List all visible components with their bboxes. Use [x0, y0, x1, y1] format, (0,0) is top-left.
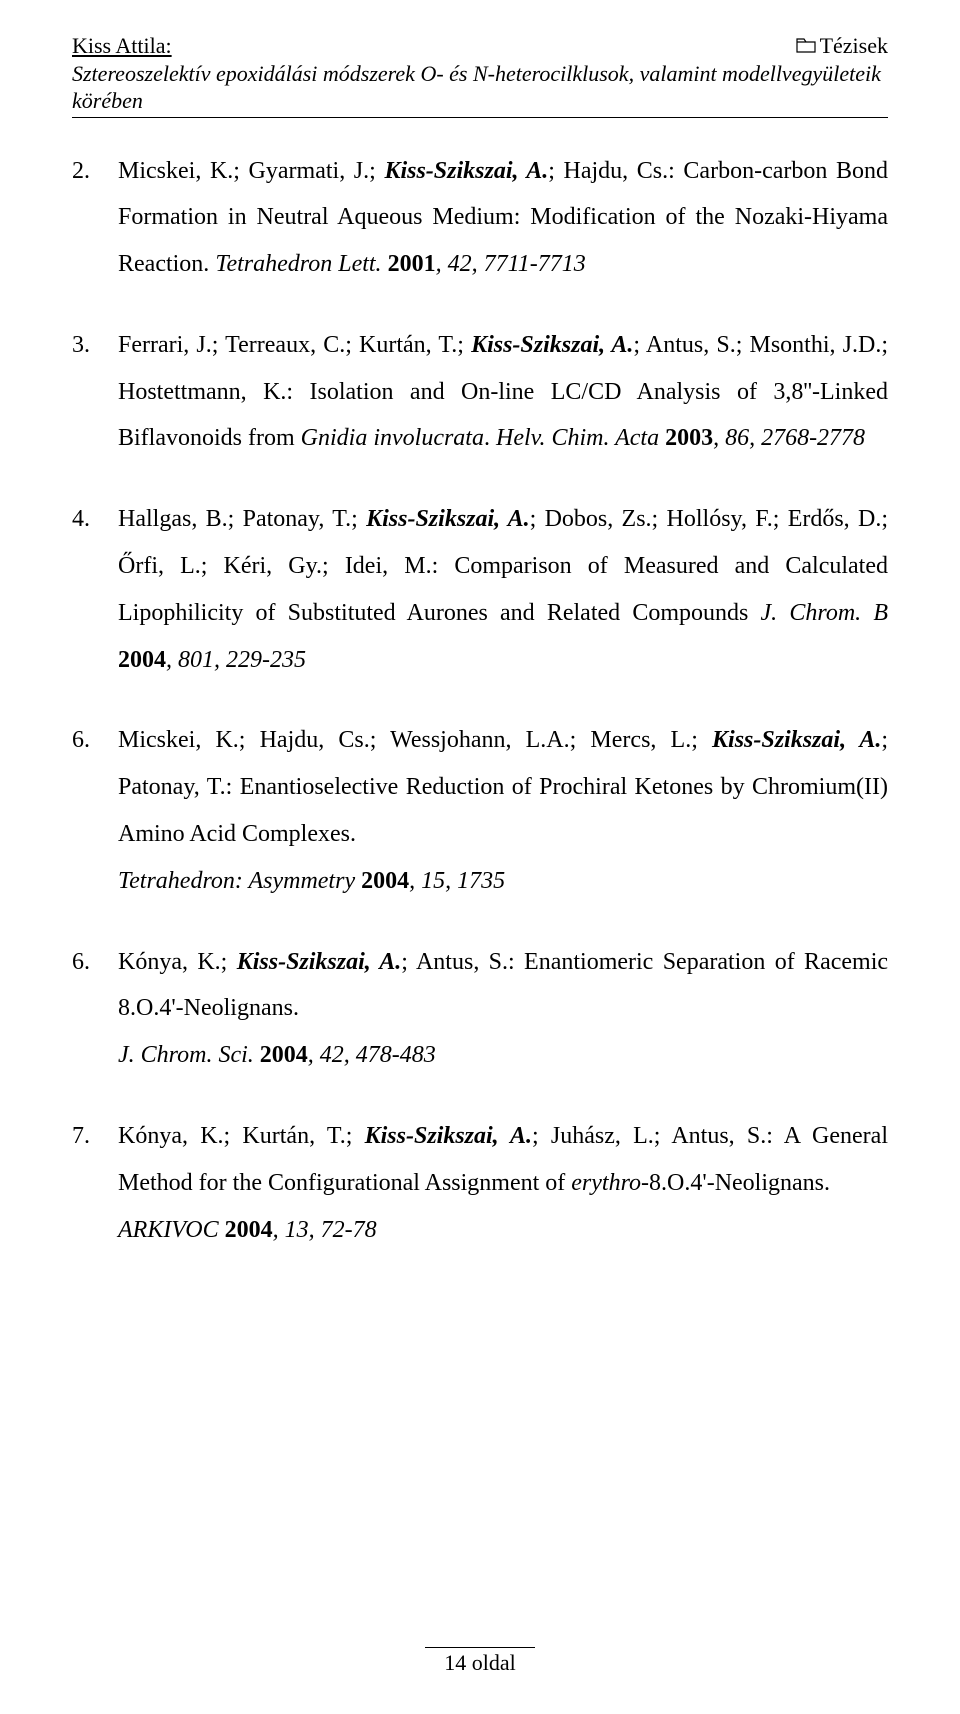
ref-year: 2004: [260, 1042, 308, 1068]
header-top-row: Kiss Attila: Tézisek: [72, 32, 888, 60]
ref-authors-pre: Micskei, K.; Hajdu, Cs.; Wessjohann, L.A…: [118, 727, 712, 753]
ref-loc: , 42, 7711-7713: [436, 251, 586, 277]
ref-journal: J. Chrom. B: [761, 600, 888, 626]
header-author: Kiss Attila:: [72, 32, 172, 60]
ref-highlight-author: Kiss-Szikszai, A.: [237, 949, 402, 975]
ref-loc: , 801, 229-235: [166, 647, 306, 673]
ref-title-italic: Gnidia involucrata: [301, 425, 484, 451]
footer-rule: [425, 1647, 535, 1648]
ref-loc: , 42, 478-483: [308, 1042, 436, 1068]
ref-body: Kónya, K.; Kurtán, T.; Kiss-Szikszai, A.…: [118, 1113, 888, 1253]
ref-highlight-author: Kiss-Szikszai, A.: [712, 727, 881, 753]
ref-year: 2004: [225, 1217, 273, 1243]
ref-highlight-author: Kiss-Szikszai, A.: [365, 1123, 532, 1149]
ref-journal: Tetrahedron: Asymmetry: [118, 868, 361, 894]
ref-journal: Helv. Chim. Acta: [496, 425, 665, 451]
ref-body: Micskei, K.; Hajdu, Cs.; Wessjohann, L.A…: [118, 717, 888, 904]
ref-number: 6.: [72, 939, 118, 1079]
reference-item: 6. Micskei, K.; Hajdu, Cs.; Wessjohann, …: [72, 717, 888, 904]
ref-year: 2001: [388, 251, 436, 277]
reference-item: 4. Hallgas, B.; Patonay, T.; Kiss-Sziksz…: [72, 496, 888, 683]
reference-item: 6. Kónya, K.; Kiss-Szikszai, A.; Antus, …: [72, 939, 888, 1079]
header-topic-text: Tézisek: [820, 32, 888, 60]
ref-year: 2004: [361, 868, 409, 894]
ref-body: Ferrari, J.; Terreaux, C.; Kurtán, T.; K…: [118, 322, 888, 462]
ref-body: Micskei, K.; Gyarmati, J.; Kiss-Szikszai…: [118, 148, 888, 288]
ref-number: 7.: [72, 1113, 118, 1253]
ref-authors-pre: Kónya, K.;: [118, 949, 237, 975]
ref-loc: , 13, 72-78: [273, 1217, 377, 1243]
ref-year: 2003: [665, 425, 713, 451]
reference-item: 7. Kónya, K.; Kurtán, T.; Kiss-Szikszai,…: [72, 1113, 888, 1253]
ref-post-title: .: [484, 425, 496, 451]
ref-body: Kónya, K.; Kiss-Szikszai, A.; Antus, S.:…: [118, 939, 888, 1079]
ref-journal: Tetrahedron Lett.: [215, 251, 387, 277]
ref-journal: J. Chrom. Sci.: [118, 1042, 260, 1068]
ref-authors-pre: Micskei, K.; Gyarmati, J.;: [118, 158, 384, 184]
folder-icon: [796, 32, 816, 60]
header-subtitle: Sztereoszelektív epoxidálási módszerek O…: [72, 60, 888, 115]
ref-authors-pre: Ferrari, J.; Terreaux, C.; Kurtán, T.;: [118, 332, 471, 358]
running-header: Kiss Attila: Tézisek Sztereoszelektív ep…: [72, 32, 888, 118]
ref-post-title: -8.O.4'-Neolignans.: [641, 1170, 830, 1196]
ref-year: 2004: [118, 647, 166, 673]
ref-loc: , 15, 1735: [409, 868, 505, 894]
ref-body: Hallgas, B.; Patonay, T.; Kiss-Szikszai,…: [118, 496, 888, 683]
ref-journal: ARKIVOC: [118, 1217, 225, 1243]
ref-authors-pre: Hallgas, B.; Patonay, T.;: [118, 506, 366, 532]
ref-highlight-author: Kiss-Szikszai, A.: [471, 332, 633, 358]
ref-highlight-author: Kiss-Szikszai, A.: [384, 158, 548, 184]
ref-loc: , 86, 2768-2778: [713, 425, 865, 451]
ref-number: 3.: [72, 322, 118, 462]
ref-highlight-author: Kiss-Szikszai, A.: [366, 506, 529, 532]
ref-authors-pre: Kónya, K.; Kurtán, T.;: [118, 1123, 365, 1149]
page-footer: 14 oldal: [0, 1647, 960, 1676]
ref-title-italic: erythro: [571, 1170, 641, 1196]
reference-list: 2. Micskei, K.; Gyarmati, J.; Kiss-Sziks…: [72, 148, 888, 1254]
page: Kiss Attila: Tézisek Sztereoszelektív ep…: [0, 0, 960, 1714]
reference-item: 3. Ferrari, J.; Terreaux, C.; Kurtán, T.…: [72, 322, 888, 462]
header-topic: Tézisek: [796, 32, 888, 60]
ref-number: 2.: [72, 148, 118, 288]
ref-number: 6.: [72, 717, 118, 904]
reference-item: 2. Micskei, K.; Gyarmati, J.; Kiss-Sziks…: [72, 148, 888, 288]
page-number: 14 oldal: [444, 1650, 516, 1675]
ref-number: 4.: [72, 496, 118, 683]
